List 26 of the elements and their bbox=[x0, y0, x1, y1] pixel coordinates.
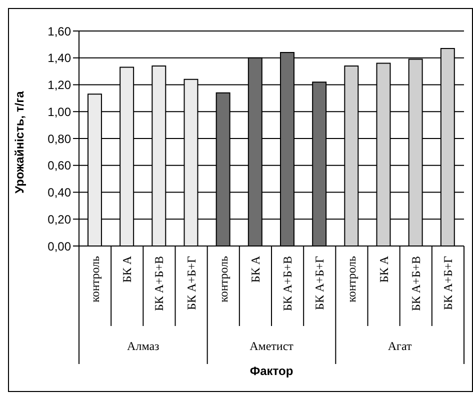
y-axis-title: Урожайність, т/га bbox=[12, 90, 26, 194]
y-tick-label: 1,60 bbox=[48, 24, 72, 38]
x-tick-label: БК А bbox=[376, 256, 391, 283]
text: Аметист bbox=[250, 339, 294, 353]
x-tick-label: БК А+Б+Г bbox=[440, 256, 455, 310]
y-tick-label: 0,80 bbox=[48, 132, 72, 146]
y-tick-label: 0,00 bbox=[48, 239, 72, 254]
x-tick-label: БК А+Б+Г bbox=[184, 256, 198, 310]
y-tick-label: 0,40 bbox=[48, 186, 72, 200]
x-tick-label: БК А bbox=[120, 256, 134, 283]
x-tick-label: контроль bbox=[88, 255, 102, 302]
x-tick-label: БК А+Б+В bbox=[152, 256, 166, 311]
text: Алмаз bbox=[127, 339, 160, 353]
x-tick-label: БК А+Б+В bbox=[408, 256, 423, 311]
x-tick-label: БК А bbox=[248, 256, 262, 283]
y-tick-label: 0,60 bbox=[48, 158, 72, 173]
x-axis-title: Фактор bbox=[248, 364, 294, 378]
x-tick-label: контроль bbox=[216, 255, 230, 302]
y-tick-label: 0,20 bbox=[48, 212, 72, 226]
x-tick-label: БК А+Б+В bbox=[280, 256, 295, 311]
y-tick-label: 1,20 bbox=[48, 78, 72, 92]
x-tick-label: контроль bbox=[344, 255, 359, 302]
y-tick-label: 1,00 bbox=[48, 104, 72, 119]
x-tick-label: БК А+Б+Г bbox=[312, 256, 327, 310]
text: Агат bbox=[388, 339, 413, 353]
y-tick-label: 1,40 bbox=[48, 51, 72, 66]
